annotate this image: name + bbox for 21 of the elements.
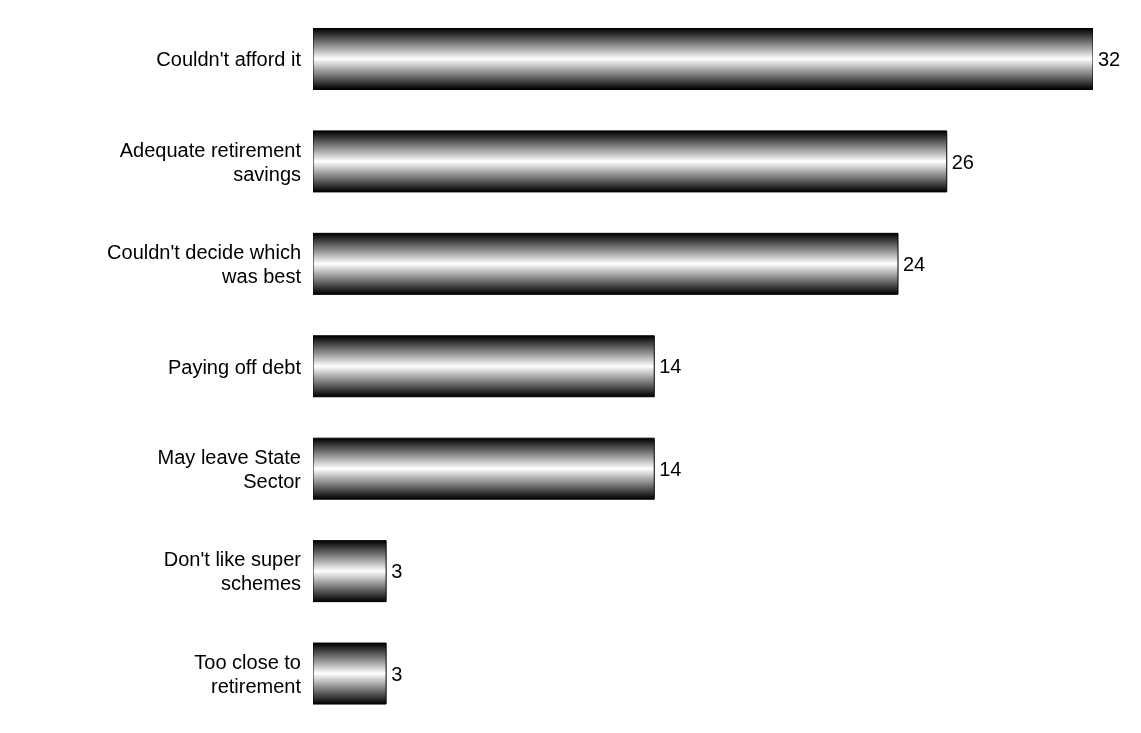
bar: [313, 335, 655, 398]
y-tick-label: Couldn't afford it: [156, 48, 302, 71]
bar: [313, 27, 1093, 90]
y-tick-label: May leave State Sector: [157, 445, 302, 492]
data-label: 32: [1098, 48, 1121, 71]
data-label: 26: [951, 150, 974, 173]
y-tick-label: Adequate retirement savings: [119, 138, 302, 185]
bar: [313, 130, 948, 193]
data-label: 14: [659, 457, 682, 480]
bar: [313, 232, 899, 295]
y-tick-label: Don't like super schemes: [163, 548, 302, 595]
y-tick-label: Couldn't decide which was best: [107, 241, 302, 288]
bar: [313, 540, 387, 603]
y-tick-label: Paying off debt: [167, 355, 302, 378]
data-label: 3: [391, 662, 403, 685]
data-label: 3: [391, 560, 403, 583]
bar: [313, 642, 387, 705]
data-label: 24: [903, 252, 926, 275]
y-tick-label: Too close to retirement: [194, 650, 302, 697]
data-label: 14: [659, 355, 682, 378]
bar: [313, 437, 655, 500]
